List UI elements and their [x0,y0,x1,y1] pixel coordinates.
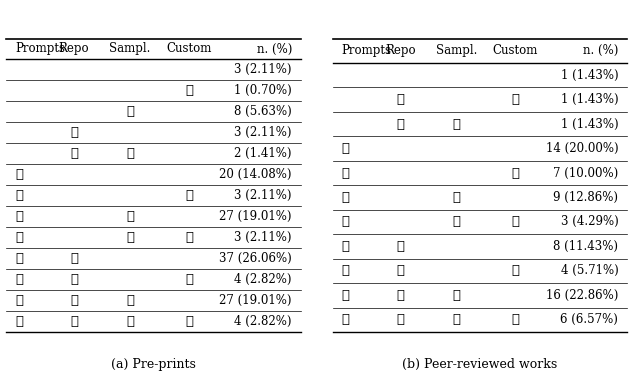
Text: ✓: ✓ [126,231,134,244]
Text: ✓: ✓ [15,252,23,265]
Text: ✓: ✓ [342,166,349,180]
Text: ✓: ✓ [342,313,349,326]
Text: ✓: ✓ [70,315,78,328]
Text: ✓: ✓ [511,313,519,326]
Text: ✓: ✓ [511,166,519,180]
Text: 6 (6.57%): 6 (6.57%) [561,313,618,326]
Text: ✓: ✓ [397,313,404,326]
Text: ✓: ✓ [342,191,349,204]
Text: ✓: ✓ [70,126,78,139]
Text: 1 (0.70%): 1 (0.70%) [234,85,292,97]
Text: 4 (2.82%): 4 (2.82%) [234,273,292,286]
Text: Sampl.: Sampl. [436,44,477,57]
Text: ✓: ✓ [126,210,134,223]
Text: 20 (14.08%): 20 (14.08%) [220,168,292,181]
Text: ✓: ✓ [397,93,404,106]
Text: 16 (22.86%): 16 (22.86%) [546,289,618,302]
Text: Repo: Repo [385,44,416,57]
Text: 27 (19.01%): 27 (19.01%) [220,294,292,307]
Text: ✓: ✓ [70,252,78,265]
Text: ✓: ✓ [185,315,193,328]
Text: ✓: ✓ [397,265,404,277]
Text: ✓: ✓ [185,273,193,286]
Text: 3 (2.11%): 3 (2.11%) [234,231,292,244]
Text: 1 (1.43%): 1 (1.43%) [561,117,618,131]
Text: ✓: ✓ [452,191,460,204]
Text: ✓: ✓ [126,147,134,160]
Text: (b) Peer-reviewed works: (b) Peer-reviewed works [403,359,557,371]
Text: ✓: ✓ [342,215,349,229]
Text: ✓: ✓ [15,168,23,181]
Text: ✓: ✓ [15,273,23,286]
Text: Sampl.: Sampl. [109,42,151,55]
Text: 2 (1.41%): 2 (1.41%) [234,147,292,160]
Text: 14 (20.00%): 14 (20.00%) [546,142,618,155]
Text: Repo: Repo [59,42,90,55]
Text: ✓: ✓ [126,294,134,307]
Text: 27 (19.01%): 27 (19.01%) [220,210,292,223]
Text: 8 (5.63%): 8 (5.63%) [234,105,292,118]
Text: ✓: ✓ [511,265,519,277]
Text: ✓: ✓ [126,105,134,118]
Text: ✓: ✓ [342,265,349,277]
Text: ✓: ✓ [185,231,193,244]
Text: ✓: ✓ [452,215,460,229]
Text: ✓: ✓ [185,189,193,202]
Text: ✓: ✓ [452,313,460,326]
Text: ✓: ✓ [397,289,404,302]
Text: ✓: ✓ [342,289,349,302]
Text: 1 (1.43%): 1 (1.43%) [561,69,618,82]
Text: ✓: ✓ [70,147,78,160]
Text: (a) Pre-prints: (a) Pre-prints [111,359,196,371]
Text: ✓: ✓ [70,294,78,307]
Text: ✓: ✓ [15,294,23,307]
Text: 3 (2.11%): 3 (2.11%) [234,126,292,139]
Text: 1 (1.43%): 1 (1.43%) [561,93,618,106]
Text: ✓: ✓ [126,315,134,328]
Text: Custom: Custom [166,42,212,55]
Text: ✓: ✓ [185,85,193,97]
Text: Custom: Custom [493,44,538,57]
Text: 3 (2.11%): 3 (2.11%) [234,189,292,202]
Text: ✓: ✓ [452,289,460,302]
Text: 9 (12.86%): 9 (12.86%) [554,191,618,204]
Text: Prompts: Prompts [342,44,392,57]
Text: ✓: ✓ [342,240,349,253]
Text: 4 (2.82%): 4 (2.82%) [234,315,292,328]
Text: ✓: ✓ [342,142,349,155]
Text: ✓: ✓ [70,273,78,286]
Text: 37 (26.06%): 37 (26.06%) [220,252,292,265]
Text: 3 (2.11%): 3 (2.11%) [234,63,292,77]
Text: 3 (4.29%): 3 (4.29%) [561,215,618,229]
Text: ✓: ✓ [397,117,404,131]
Text: ✓: ✓ [15,210,23,223]
Text: Prompts: Prompts [15,42,65,55]
Text: ✓: ✓ [397,240,404,253]
Text: ✓: ✓ [15,231,23,244]
Text: ✓: ✓ [452,117,460,131]
Text: n. (%): n. (%) [583,44,618,57]
Text: ✓: ✓ [15,315,23,328]
Text: ✓: ✓ [511,93,519,106]
Text: ✓: ✓ [511,215,519,229]
Text: n. (%): n. (%) [257,42,292,55]
Text: 4 (5.71%): 4 (5.71%) [561,265,618,277]
Text: 7 (10.00%): 7 (10.00%) [553,166,618,180]
Text: ✓: ✓ [15,189,23,202]
Text: 8 (11.43%): 8 (11.43%) [554,240,618,253]
